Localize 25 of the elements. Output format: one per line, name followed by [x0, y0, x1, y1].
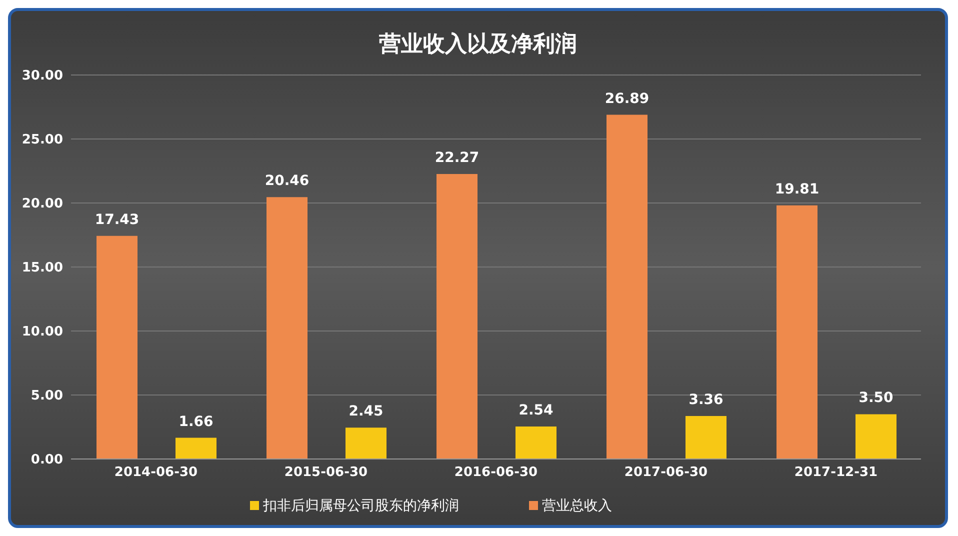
x-tick-label: 2015-06-30 — [284, 465, 368, 480]
x-tick-label: 2014-06-30 — [114, 465, 198, 480]
data-label: 26.89 — [604, 90, 650, 107]
y-tick-label: 20.00 — [22, 196, 63, 212]
y-tick-label: 0.00 — [30, 452, 63, 468]
data-label: 3.36 — [688, 392, 724, 408]
data-label: 2.54 — [518, 402, 554, 418]
data-label: 19.81 — [774, 181, 820, 198]
y-tick-label: 30.00 — [22, 68, 63, 84]
data-label: 3.50 — [858, 390, 894, 406]
x-tick-label: 2016-06-30 — [454, 465, 538, 480]
data-label: 1.66 — [178, 414, 214, 430]
chart-title: 营业收入以及净利润 — [378, 31, 578, 57]
y-tick-label: 25.00 — [22, 132, 63, 148]
data-label: 22.27 — [434, 150, 480, 166]
x-tick-label: 2017-12-31 — [794, 465, 878, 480]
x-tick-label: 2017-06-30 — [624, 465, 708, 480]
y-tick-label: 5.00 — [30, 388, 63, 404]
y-tick-label: 10.00 — [22, 324, 63, 340]
legend-label: 营业总收入 — [542, 498, 612, 514]
data-label: 2.45 — [348, 404, 384, 420]
data-label: 17.43 — [94, 212, 140, 228]
data-label: 20.46 — [264, 173, 310, 190]
legend-label: 扣非后归属母公司股东的净利润 — [263, 498, 459, 514]
y-tick-label: 15.00 — [22, 260, 63, 276]
